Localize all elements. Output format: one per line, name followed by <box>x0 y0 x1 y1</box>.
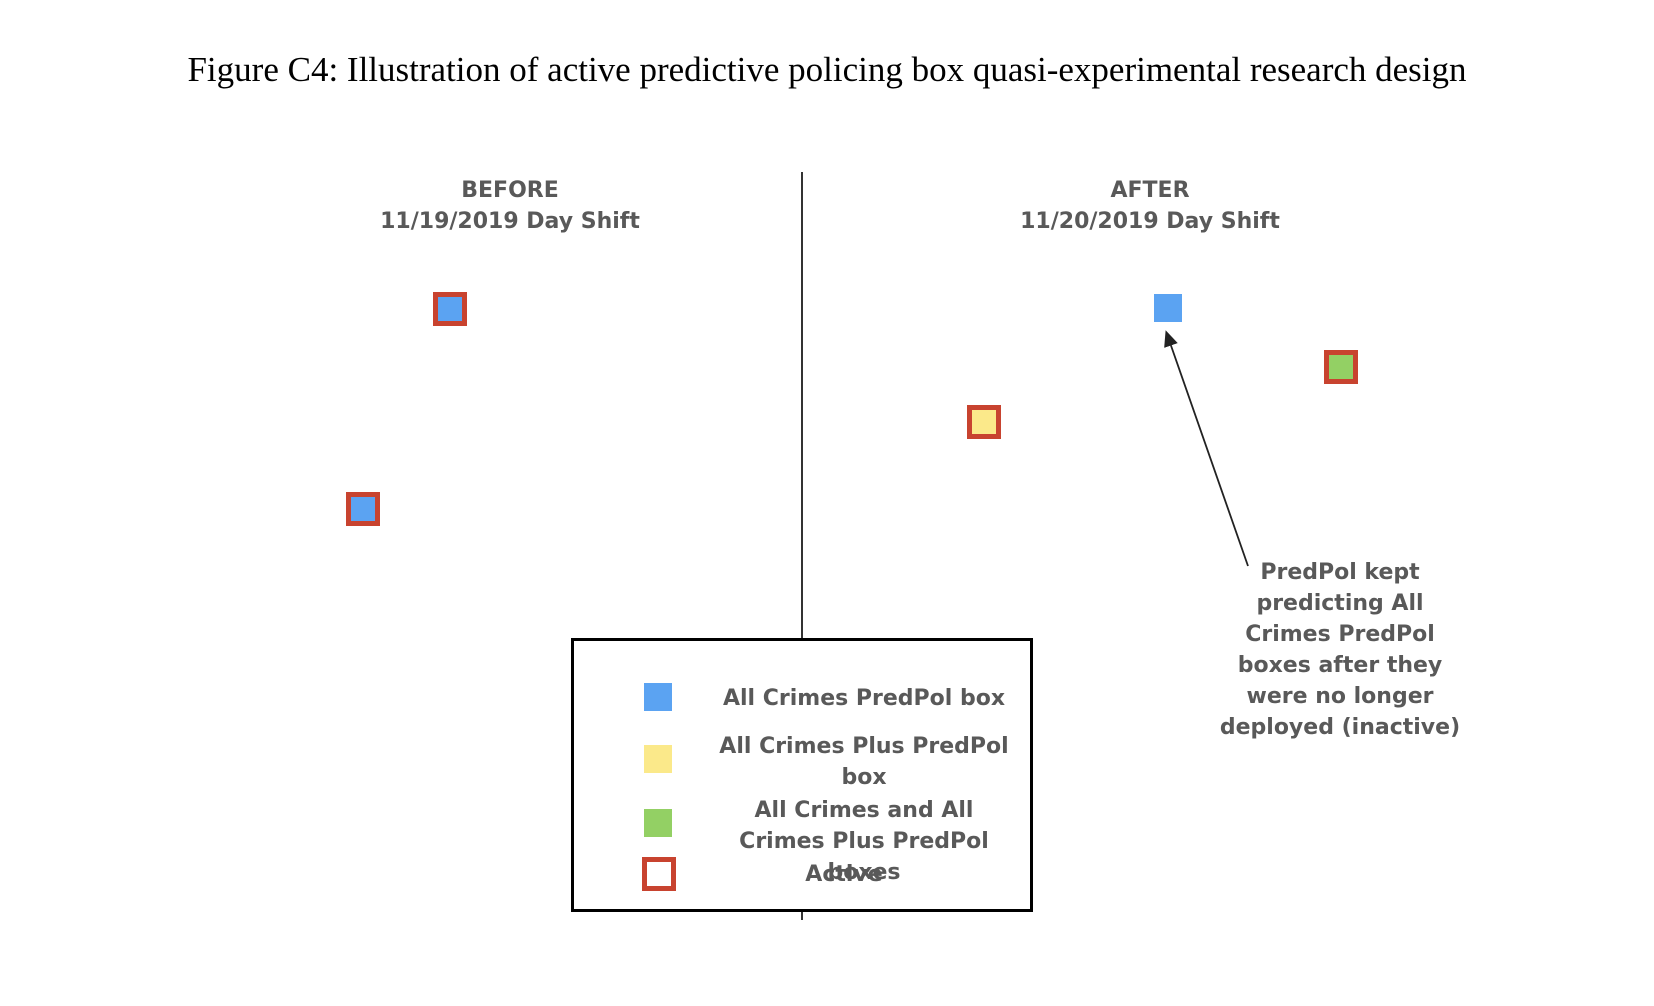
legend-label: Active <box>805 862 883 887</box>
after-active-all-crimes-plus-box <box>967 405 1001 439</box>
after-subtitle: 11/20/2019 Day Shift <box>1020 209 1280 234</box>
before-panel-heading: BEFORE 11/19/2019 Day Shift <box>300 175 720 237</box>
after-panel-heading: AFTER 11/20/2019 Day Shift <box>940 175 1360 237</box>
after-active-both-box <box>1324 350 1358 384</box>
legend-swatch-green <box>644 809 672 837</box>
annotation-line: Crimes PredPol <box>1245 622 1435 647</box>
before-active-all-crimes-box-2 <box>346 492 380 526</box>
annotation-line: PredPol kept <box>1260 560 1420 585</box>
annotation-line: were no longer <box>1246 684 1434 709</box>
legend-swatch-yellow <box>644 745 672 773</box>
inactive-box-annotation: PredPol kept predicting All Crimes PredP… <box>1205 557 1475 743</box>
legend-swatch-blue <box>644 683 672 711</box>
annotation-line: boxes after they <box>1237 653 1443 678</box>
legend-label: All Crimes PredPol box <box>722 686 1006 711</box>
before-active-all-crimes-box-1 <box>433 292 467 326</box>
before-subtitle: 11/19/2019 Day Shift <box>380 209 640 234</box>
legend-label: All Crimes Plus PredPol box <box>719 734 1009 790</box>
annotation-line: predicting All <box>1256 591 1424 616</box>
legend-swatch-active-outline <box>642 857 676 891</box>
legend-label: All Crimes and All Crimes Plus PredPol b… <box>739 798 989 885</box>
after-inactive-all-crimes-box <box>1154 294 1182 322</box>
figure-caption: Figure C4: Illustration of active predic… <box>187 50 1467 89</box>
before-after-divider <box>801 172 803 920</box>
before-title: BEFORE <box>461 178 559 203</box>
legend: All Crimes PredPol box All Crimes Plus P… <box>571 638 1033 912</box>
after-title: AFTER <box>1110 178 1190 203</box>
annotation-line: deployed (inactive) <box>1219 715 1461 740</box>
